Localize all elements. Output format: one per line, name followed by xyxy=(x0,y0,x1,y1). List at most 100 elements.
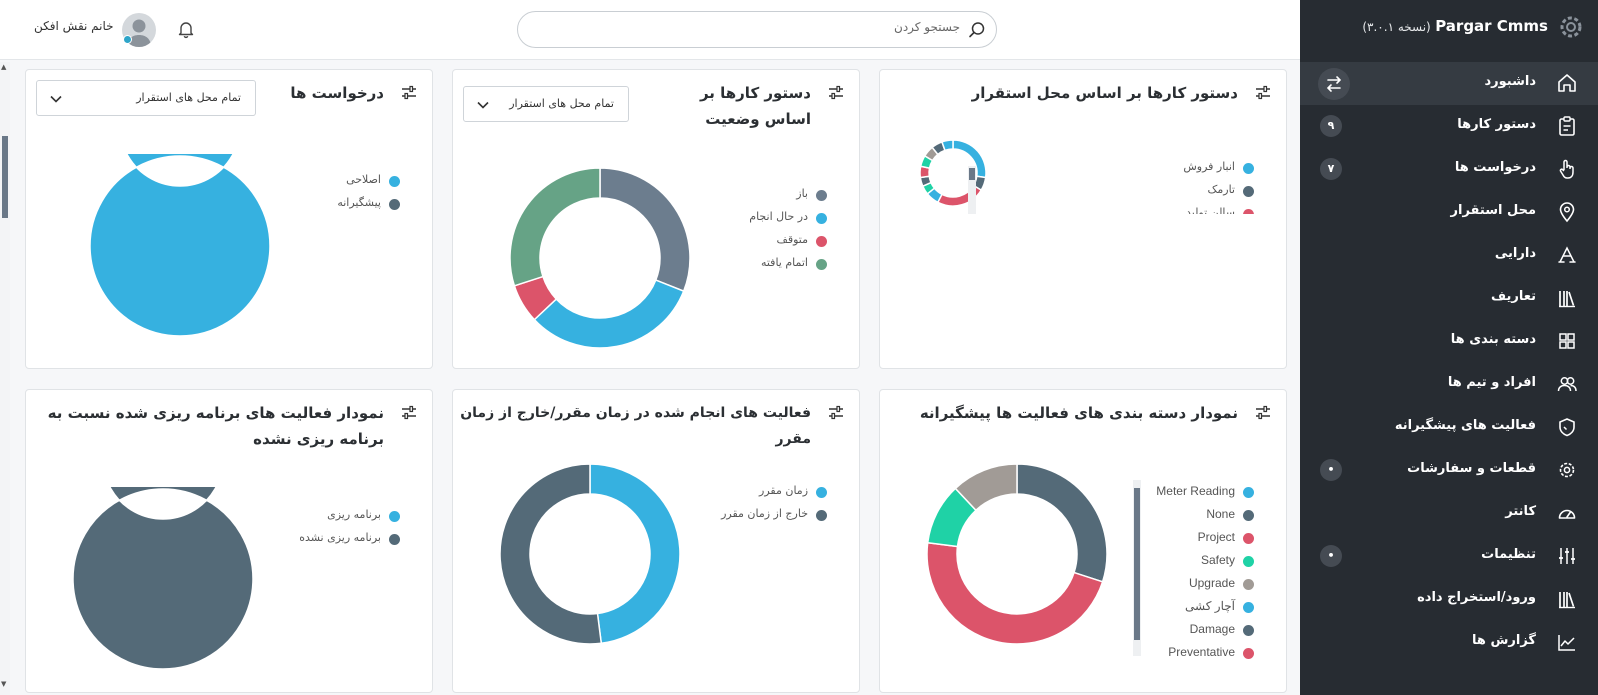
sidebar-item-label: دارایی xyxy=(1494,246,1536,261)
gear-logo-icon xyxy=(1560,16,1582,38)
legend-scrollbar-thumb[interactable] xyxy=(1134,488,1140,640)
legend-scrollbar[interactable] xyxy=(968,166,976,214)
donut-slice[interactable] xyxy=(499,463,603,645)
sidebar-item-import-export[interactable]: ورود/استخراج داده xyxy=(1300,578,1598,621)
donut-slice[interactable] xyxy=(1016,463,1108,583)
donut-slice[interactable] xyxy=(589,463,681,645)
donut-slice[interactable] xyxy=(89,154,271,337)
legend-dot xyxy=(389,176,400,187)
sidebar-item-assets[interactable]: دارایی xyxy=(1300,234,1598,277)
legend-item[interactable]: برنامه ریزی نشده xyxy=(260,529,400,552)
filter-sliders-icon[interactable] xyxy=(1254,404,1272,422)
donut-chart-planned xyxy=(72,487,254,670)
legend-dot xyxy=(1243,625,1254,636)
legend-label: Upgrade xyxy=(1188,576,1235,590)
card-title: نمودار دسته بندی های فعالیت ها پیشگیرانه xyxy=(919,404,1238,422)
sidebar-item-definitions[interactable]: تعاریف xyxy=(1300,277,1598,320)
legend-item[interactable]: None xyxy=(1124,505,1254,528)
scroll-down-arrow-icon[interactable]: ▼ xyxy=(1,680,7,688)
location-filter-dropdown[interactable]: تمام محل های استقرار xyxy=(36,80,256,116)
legend-item[interactable]: پیشگیرانه xyxy=(260,194,400,217)
sidebar-item-preventive[interactable]: فعالیت های پیشگیرانه xyxy=(1300,406,1598,449)
card-pm-categories: نمودار دسته بندی های فعالیت ها پیشگیرانه… xyxy=(879,389,1287,693)
scroll-up-arrow-icon[interactable]: ▲ xyxy=(1,63,7,71)
legend-dot xyxy=(816,487,827,498)
legend-item[interactable]: اتمام یافته xyxy=(687,254,827,277)
legend-item[interactable]: Project xyxy=(1124,528,1254,551)
legend-label: Meter Reading xyxy=(1156,484,1235,498)
donut-slice[interactable] xyxy=(72,487,254,670)
home-icon xyxy=(1558,74,1576,92)
sidebar-item-parts-orders[interactable]: قطعات و سفارشات • xyxy=(1300,449,1598,492)
legend-dot xyxy=(1243,186,1254,197)
bell-icon[interactable] xyxy=(176,19,196,39)
sidebar-item-people-teams[interactable]: افراد و تیم ها xyxy=(1300,363,1598,406)
sidebar-item-settings[interactable]: تنظیمات • xyxy=(1300,535,1598,578)
legend-scrollbar[interactable] xyxy=(1133,480,1141,656)
filter-sliders-icon[interactable] xyxy=(1254,84,1272,102)
hand-pointer-icon xyxy=(1559,159,1574,179)
donut-chart-wo-location xyxy=(919,139,987,207)
legend-item[interactable]: آچار کشی xyxy=(1124,597,1254,620)
legend-item[interactable]: Damage xyxy=(1124,620,1254,643)
legend-label: پیشگیرانه xyxy=(337,196,381,209)
legend-dot xyxy=(816,236,827,247)
user-icon xyxy=(127,19,151,47)
donut-chart-requests xyxy=(89,154,271,337)
donut-slice[interactable] xyxy=(954,463,1018,512)
sidebar-item-categories[interactable]: دسته بندی ها xyxy=(1300,320,1598,363)
legend-item[interactable]: متوقف xyxy=(687,231,827,254)
legend-item[interactable]: باز xyxy=(687,185,827,208)
legend-item[interactable]: تارمک xyxy=(1114,181,1254,204)
sidebar-item-locations[interactable]: محل استقرار xyxy=(1300,191,1598,234)
grid-icon xyxy=(1559,333,1575,349)
page-scrollbar[interactable] xyxy=(0,62,10,695)
filter-sliders-icon[interactable] xyxy=(827,404,845,422)
page-scrollbar-thumb[interactable] xyxy=(2,136,8,218)
sidebar-item-requests[interactable]: درخواست ها ۷ xyxy=(1300,148,1598,191)
donut-chart-pm-categories xyxy=(926,463,1108,645)
sidebar-item-counter[interactable]: کانتر xyxy=(1300,492,1598,535)
location-filter-dropdown[interactable]: تمام محل های استقرار xyxy=(463,86,629,122)
legend-item[interactable]: در حال انجام xyxy=(687,208,827,231)
legend-label: تارمک xyxy=(1207,183,1235,196)
sidebar-item-work-orders[interactable]: دستور کارها ۹ xyxy=(1300,105,1598,148)
app-version: (نسخه ۳.۰.۱) xyxy=(1362,20,1431,34)
sidebar-toggle-button[interactable] xyxy=(1318,68,1350,100)
legend-item[interactable]: انبار فروش xyxy=(1114,158,1254,181)
sidebar-item-label: گزارش ها xyxy=(1472,633,1536,648)
donut-slice[interactable] xyxy=(509,167,601,287)
legend-item[interactable]: Upgrade xyxy=(1124,574,1254,597)
sidebar-item-label: دستور کارها xyxy=(1457,117,1536,132)
donut-slice[interactable] xyxy=(533,279,685,349)
legend-item[interactable]: سالن تولید xyxy=(1114,204,1254,214)
legend-label: Damage xyxy=(1189,622,1235,636)
shield-icon xyxy=(1559,418,1575,437)
user-name[interactable]: خانم نقش افکن xyxy=(34,19,114,33)
donut-slice[interactable] xyxy=(599,167,691,293)
legend-label: متوقف xyxy=(776,233,808,246)
filter-sliders-icon[interactable] xyxy=(400,404,418,422)
legend-scrollbar-thumb[interactable] xyxy=(969,168,975,180)
legend-item[interactable]: Safety xyxy=(1124,551,1254,574)
legend-dot xyxy=(816,510,827,521)
dropdown-value: تمام محل های استقرار xyxy=(136,91,241,104)
search-icon[interactable] xyxy=(968,21,986,39)
sliders-icon xyxy=(1559,548,1575,564)
swap-arrows-icon xyxy=(1326,76,1342,92)
sidebar-item-reports[interactable]: گزارش ها xyxy=(1300,621,1598,664)
legend-item[interactable]: برنامه ریزی xyxy=(260,506,400,529)
sidebar-item-dashboard[interactable]: داشبورد xyxy=(1300,62,1598,105)
legend-item[interactable]: خارج از زمان مقرر xyxy=(687,505,827,528)
legend-item[interactable]: زمان مقرر xyxy=(687,482,827,505)
filter-sliders-icon[interactable] xyxy=(827,84,845,102)
donut-slice[interactable] xyxy=(940,139,954,152)
search-box[interactable] xyxy=(517,11,997,48)
search-input[interactable] xyxy=(540,20,960,34)
legend-dot xyxy=(816,213,827,224)
filter-sliders-icon[interactable] xyxy=(400,84,418,102)
donut-slice[interactable] xyxy=(926,541,1104,645)
legend-item[interactable]: اصلاحی xyxy=(260,171,400,194)
legend-item[interactable]: Preventative xyxy=(1124,643,1254,666)
legend-item[interactable]: Meter Reading xyxy=(1124,482,1254,505)
